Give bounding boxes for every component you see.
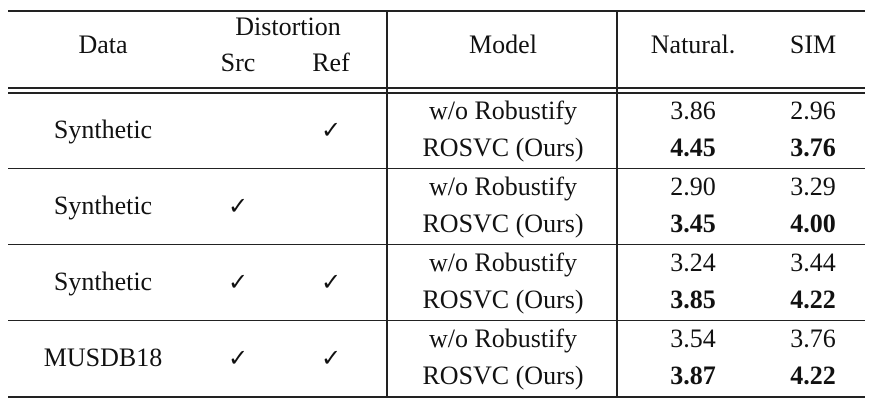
group-data: Synthetic xyxy=(53,115,153,144)
group-rule-3 xyxy=(8,320,865,321)
model-cell: ROSVC (Ours) xyxy=(422,361,584,390)
ref-check: ✓ xyxy=(320,344,342,372)
group-data: MUSDB18 xyxy=(43,343,163,372)
model-cell: w/o Robustify xyxy=(428,324,578,353)
vrule-after-model xyxy=(616,10,618,398)
natural-cell: 3.54 xyxy=(670,324,716,353)
model-cell: w/o Robustify xyxy=(428,248,578,277)
sim-cell: 3.44 xyxy=(790,248,836,277)
vrule-after-distortion xyxy=(386,10,388,398)
bottom-rule xyxy=(8,396,865,398)
natural-cell: 3.87 xyxy=(670,361,716,390)
header-ref: Ref xyxy=(312,48,350,77)
header-natural: Natural. xyxy=(650,30,736,59)
sim-cell: 3.76 xyxy=(790,324,836,353)
top-rule xyxy=(8,10,865,12)
model-cell: ROSVC (Ours) xyxy=(422,209,584,238)
model-cell: w/o Robustify xyxy=(428,172,578,201)
sim-cell: 4.00 xyxy=(790,209,836,238)
header-rule-1 xyxy=(8,87,865,89)
sim-cell: 4.22 xyxy=(790,285,836,314)
src-check: ✓ xyxy=(227,268,249,296)
header-model: Model xyxy=(469,30,537,59)
results-table: Data Distortion Src Ref Model Natural. S… xyxy=(8,10,865,398)
natural-cell: 3.24 xyxy=(670,248,716,277)
group-rule-2 xyxy=(8,244,865,245)
sim-cell: 4.22 xyxy=(790,361,836,390)
sim-cell: 3.29 xyxy=(790,172,836,201)
header-sim: SIM xyxy=(789,30,837,59)
group-data: Synthetic xyxy=(53,267,153,296)
group-rule-1 xyxy=(8,168,865,169)
model-cell: w/o Robustify xyxy=(428,96,578,125)
src-check: ✓ xyxy=(227,344,249,372)
natural-cell: 4.45 xyxy=(670,133,716,162)
ref-check: ✓ xyxy=(320,116,342,144)
natural-cell: 3.85 xyxy=(670,285,716,314)
header-rule-2 xyxy=(8,92,865,94)
sim-cell: 2.96 xyxy=(790,96,836,125)
ref-check: ✓ xyxy=(320,268,342,296)
natural-cell: 2.90 xyxy=(670,172,716,201)
header-src: Src xyxy=(220,48,256,77)
natural-cell: 3.45 xyxy=(670,209,716,238)
model-cell: ROSVC (Ours) xyxy=(422,133,584,162)
model-cell: ROSVC (Ours) xyxy=(422,285,584,314)
src-check: ✓ xyxy=(227,192,249,220)
natural-cell: 3.86 xyxy=(670,96,716,125)
sim-cell: 3.76 xyxy=(790,133,836,162)
group-data: Synthetic xyxy=(53,191,153,220)
header-data: Data xyxy=(78,30,128,59)
header-distortion: Distortion xyxy=(235,12,341,41)
